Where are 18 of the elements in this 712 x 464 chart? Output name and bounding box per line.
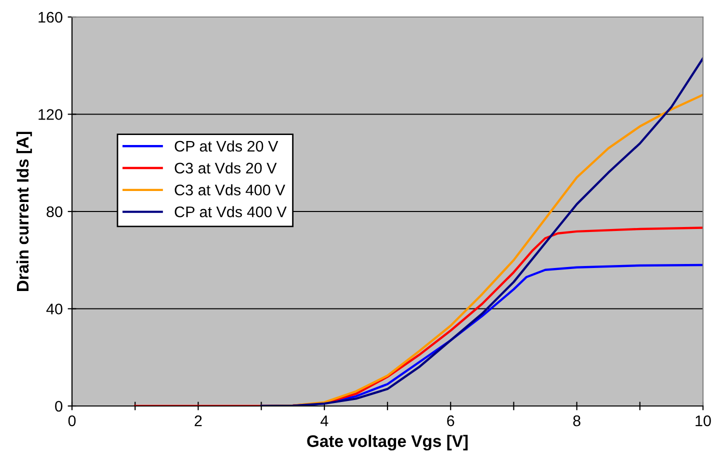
line-series [134,226,703,406]
y-tick-label: 120 [38,109,62,120]
x-tick-label: 6 [447,415,454,426]
legend-label: C3 at Vds 20 V [174,162,277,174]
x-tick-label: 10 [696,415,711,426]
x-tick-label: 8 [573,415,580,426]
y-tick-label: 40 [46,304,62,314]
legend-label: C3 at Vds 400 V [174,184,286,196]
y-axis-title: Drain current Ids [A] [16,132,32,291]
x-tick-label: 0 [68,415,76,426]
y-tick-label: 0 [55,400,62,412]
y-tick-label: 160 [38,12,62,23]
x-axis-title: Gate voltage Vgs [V] [307,434,468,450]
x-tick-label: 4 [320,416,328,426]
legend-label: CP at Vds 400 V [174,206,287,218]
y-tick-label: 80 [46,206,62,218]
x-tick-label: 2 [194,415,202,426]
legend-label: CP at Vds 20 V [174,140,278,152]
